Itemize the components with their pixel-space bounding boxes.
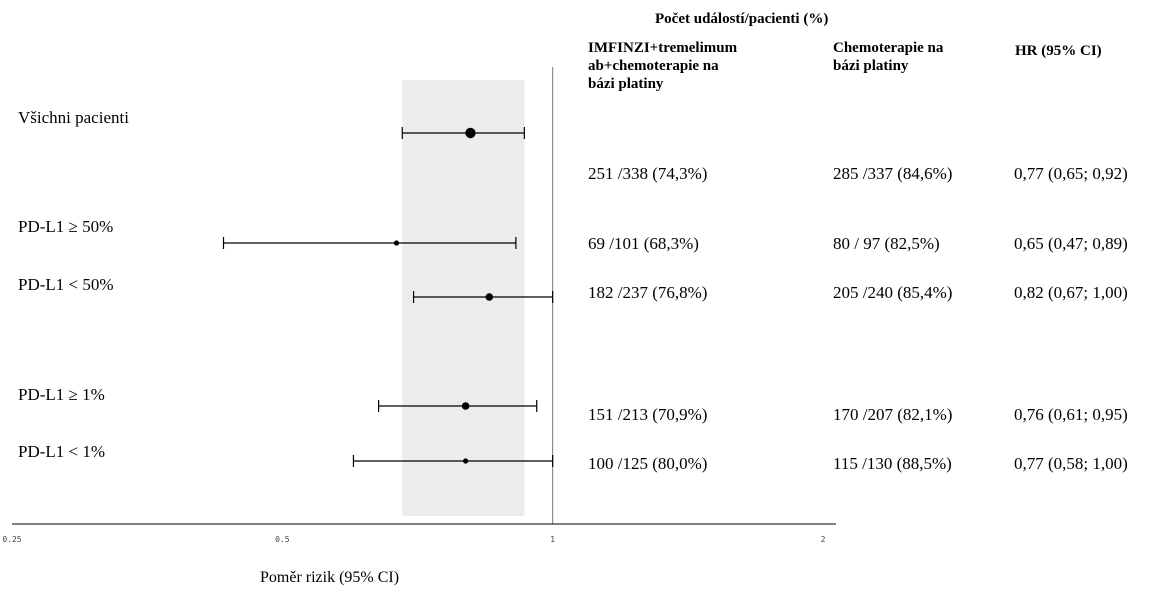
forest-row: Všichni pacienti 251 /338 (74,3%) 285 /337… <box>18 108 1128 183</box>
row-arm2-value: 205 /240 (85,4%) <box>833 283 952 302</box>
hr-point <box>463 458 469 464</box>
row-arm1-value: 151 /213 (70,9%) <box>588 405 707 424</box>
row-arm2-value: 80 / 97 (82,5%) <box>833 234 940 253</box>
header-col-treatment: IMFINZI+tremelimum ab+chemoterapie na bázi… <box>588 40 738 92</box>
header-col-control-line: bázi platiny <box>833 58 909 74</box>
row-arm1-value: 182 /237 (76,8%) <box>588 283 707 302</box>
row-hr-value: 0,77 (0,65; 0,92) <box>1014 164 1128 183</box>
x-tick-label: 1 <box>550 535 555 544</box>
forest-row: PD-L1 < 1% 100 /125 (80,0%) 115 /130 (88,5… <box>18 442 1128 473</box>
header-col-hr: HR (95% CI) <box>1015 43 1102 59</box>
row-arm1-value: 100 /125 (80,0%) <box>588 454 707 473</box>
row-hr-value: 0,82 (0,67; 1,00) <box>1014 283 1128 302</box>
header-col-treatment-line: IMFINZI+tremelimum <box>588 40 738 56</box>
row-label: PD-L1 ≥ 50% <box>18 217 113 236</box>
x-tick-label: 2 <box>821 535 826 544</box>
row-label: PD-L1 < 50% <box>18 275 114 294</box>
hr-point <box>393 240 400 246</box>
row-hr-value: 0,65 (0,47; 0,89) <box>1014 234 1128 253</box>
row-arm1-value: 69 /101 (68,3%) <box>588 234 699 253</box>
row-label: PD-L1 < 1% <box>18 442 105 461</box>
header-col-control: Chemoterapie na bázi platiny <box>833 40 944 74</box>
hr-point <box>461 402 470 410</box>
x-axis-label: Poměr rizik (95% CI) <box>260 569 399 586</box>
row-hr-value: 0,76 (0,61; 0,95) <box>1014 405 1128 424</box>
forest-row: PD-L1 ≥ 50% 69 /101 (68,3%) 80 / 97 (82,5%… <box>18 217 1128 253</box>
header-col-treatment-line: ab+chemoterapie na <box>588 58 719 74</box>
header-group-title: Počet událostí/pacienti (%) <box>655 11 828 27</box>
header-col-treatment-line: bázi platiny <box>588 76 664 92</box>
row-label: Všichni pacienti <box>18 108 129 127</box>
forest-rows: Všichni pacienti 251 /338 (74,3%) 285 /337… <box>18 108 1128 473</box>
row-arm1-value: 251 /338 (74,3%) <box>588 164 707 183</box>
x-tick-label: 0.25 <box>2 535 21 544</box>
forest-row: PD-L1 ≥ 1% 151 /213 (70,9%) 170 /207 (82,1… <box>18 385 1128 424</box>
hr-point <box>465 127 476 139</box>
table-header: Počet událostí/pacienti (%) IMFINZI+trem… <box>588 11 1102 92</box>
hr-point <box>485 293 494 301</box>
row-arm2-value: 285 /337 (84,6%) <box>833 164 952 183</box>
x-tick-label: 0.5 <box>275 535 290 544</box>
row-arm2-value: 115 /130 (88,5%) <box>833 454 952 473</box>
shaded-band <box>402 80 525 516</box>
row-hr-value: 0,77 (0,58; 1,00) <box>1014 454 1128 473</box>
forest-row: PD-L1 < 50% 182 /237 (76,8%) 205 /240 (85,… <box>18 275 1128 303</box>
row-label: PD-L1 ≥ 1% <box>18 385 105 404</box>
header-col-control-line: Chemoterapie na <box>833 40 944 56</box>
x-axis-ticks: 0.25 0.5 1 2 <box>2 535 825 544</box>
row-arm2-value: 170 /207 (82,1%) <box>833 405 952 424</box>
